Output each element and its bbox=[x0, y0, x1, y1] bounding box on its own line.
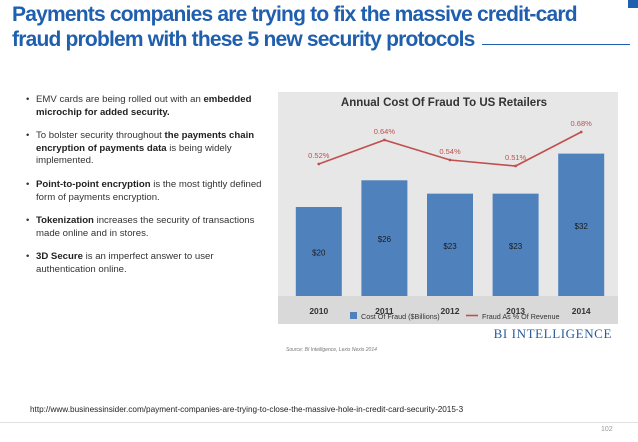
x-tick-label: 2011 bbox=[375, 306, 394, 316]
line-point bbox=[448, 158, 452, 162]
bar-2014 bbox=[558, 153, 605, 296]
bullet-item: 3D Secure is an imperfect answer to user… bbox=[26, 251, 266, 276]
x-tick-label: 2012 bbox=[441, 306, 460, 316]
bullet-item: EMV cards are being rolled out with an e… bbox=[26, 94, 266, 119]
bar-value-label: $23 bbox=[443, 242, 457, 251]
bullet-text: EMV cards are being rolled out with an bbox=[36, 94, 204, 105]
bullet-list: EMV cards are being rolled out with an e… bbox=[26, 94, 266, 288]
bar-2010 bbox=[295, 207, 342, 296]
x-axis-band bbox=[278, 296, 618, 324]
bullet-text: To bolster security throughout bbox=[36, 130, 165, 142]
bullet-text: increases the security of transactions m… bbox=[36, 215, 255, 239]
legend-label-bar: Cost Of Fraud ($Billions) bbox=[361, 312, 440, 321]
line-point bbox=[514, 164, 517, 168]
bullet-bold-text: embedded microchip for added security. bbox=[36, 94, 252, 118]
bar-value-label: $23 bbox=[509, 242, 523, 251]
bar-value-label: $32 bbox=[575, 222, 589, 231]
bullet-bold-text: the payments chain encryption of payment… bbox=[36, 130, 255, 154]
bullet-item: Tokenization increases the security of t… bbox=[26, 215, 266, 240]
legend-label-line: Fraud As % Of Revenue bbox=[482, 312, 560, 321]
bullet-text: is being widely implemented. bbox=[36, 142, 232, 167]
line-point bbox=[317, 162, 321, 166]
bar-2012 bbox=[427, 193, 473, 296]
line-value-label: 0.51% bbox=[505, 153, 527, 162]
bi-intelligence-logo: BI INTELLIGENCE bbox=[494, 326, 612, 341]
line-point bbox=[579, 130, 583, 134]
line-value-label: 0.54% bbox=[439, 147, 461, 156]
fraud-chart: Annual Cost Of Fraud To US Retailers $20 2… bbox=[268, 88, 624, 358]
bullet-bold-text: Point-to-point encryption bbox=[36, 178, 151, 190]
bullet-item: To bolster security throughout the payme… bbox=[26, 130, 266, 168]
fraud-chart-container: Annual Cost Of Fraud To US Retailers $20 2… bbox=[268, 88, 624, 358]
slide-title: Payments companies are trying to fix the… bbox=[12, 3, 578, 51]
corner-accent bbox=[628, 0, 638, 8]
source-url[interactable]: http://www.businessinsider.com/payment-c… bbox=[30, 405, 464, 414]
bullet-text: is the most tightly defined form of paym… bbox=[36, 178, 262, 203]
footer-divider bbox=[0, 422, 638, 423]
bullet-bold-text: 3D Secure bbox=[36, 251, 83, 263]
bar-2011 bbox=[361, 180, 408, 296]
chart-source: Source: BI Intelligence, Lexis Nexis 201… bbox=[286, 347, 377, 353]
line-value-label: 0.64% bbox=[374, 127, 396, 136]
line-value-label: 0.68% bbox=[571, 119, 593, 128]
line-point bbox=[383, 138, 386, 142]
bar-2013 bbox=[492, 193, 539, 296]
page-number: 102 bbox=[601, 426, 613, 433]
title-underline bbox=[482, 44, 630, 45]
bullet-item: Point-to-point encryption is the most ti… bbox=[26, 179, 266, 204]
line-value-label: 0.52% bbox=[308, 151, 330, 160]
bar-value-label: $20 bbox=[312, 249, 326, 258]
bullet-text: is an imperfect answer to user authentic… bbox=[36, 251, 214, 275]
legend-swatch-bar bbox=[350, 312, 357, 319]
bullet-bold-text: Tokenization bbox=[36, 215, 94, 227]
chart-title: Annual Cost Of Fraud To US Retailers bbox=[341, 97, 547, 109]
x-tick-label: 2013 bbox=[506, 306, 525, 316]
x-tick-label: 2010 bbox=[309, 306, 328, 316]
x-tick-label: 2014 bbox=[572, 306, 591, 316]
bar-value-label: $26 bbox=[378, 235, 392, 244]
